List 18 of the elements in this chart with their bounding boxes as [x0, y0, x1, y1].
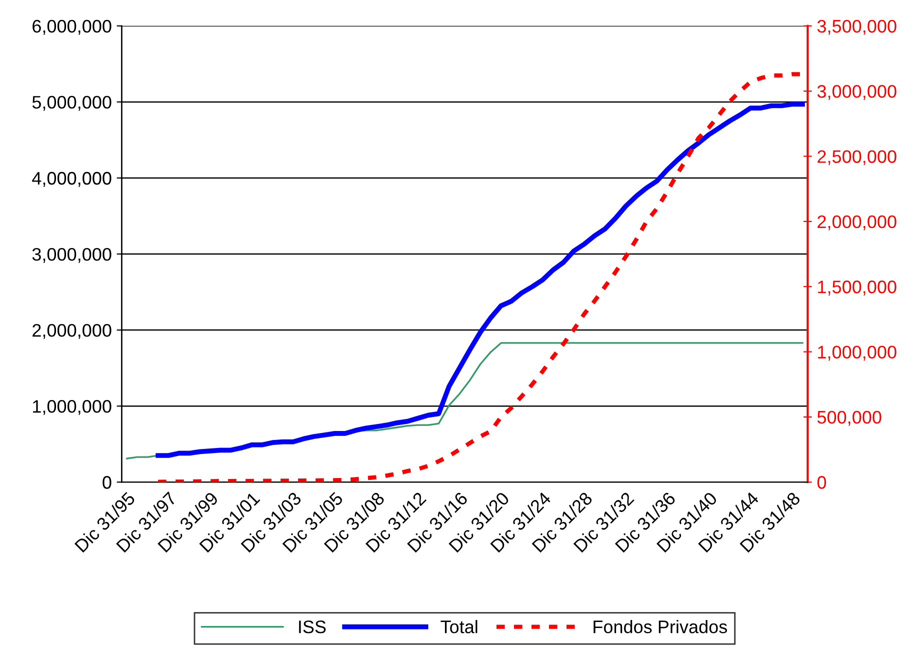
y2-tick-label: 1,000,000	[818, 346, 896, 361]
y-tick-label: 2,000,000	[32, 324, 112, 339]
y2-tick-label: 3,000,000	[817, 85, 896, 100]
y-tick-label: 5,000,000	[32, 96, 112, 111]
y2-tick-label: 2,500,000	[818, 150, 896, 166]
y-tick-label: 0	[102, 476, 112, 489]
y-tick-label: 6,000,000	[32, 20, 112, 35]
y2-tick-label: 1,500,000	[818, 280, 896, 296]
legend-label: Fondos Privados	[594, 620, 727, 634]
legend-label: Total	[440, 620, 478, 634]
y2-tick-label: 500,000	[817, 410, 882, 426]
y2-tick-label: 2,000,000	[818, 215, 896, 230]
y2-tick-label: 3,500,000	[817, 20, 896, 35]
y-tick-label: 3,000,000	[32, 248, 112, 263]
y-tick-label: 4,000,000	[32, 172, 112, 187]
legend-label: ISS	[299, 620, 326, 634]
y2-tick-label: 0	[817, 476, 826, 489]
y-tick-label: 1,000,000	[33, 400, 112, 415]
